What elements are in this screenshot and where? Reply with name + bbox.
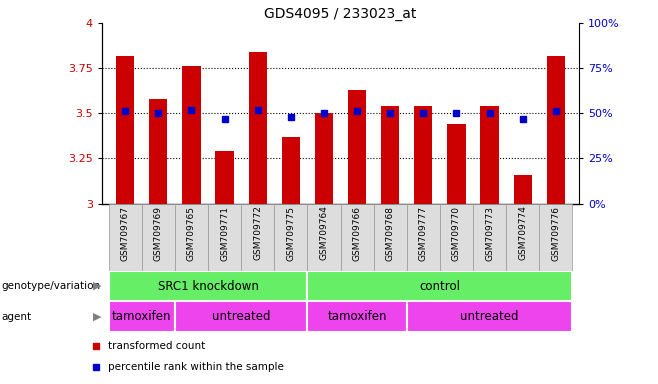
Bar (540, 204, 572, 271)
Text: SRC1 knockdown: SRC1 knockdown (157, 280, 259, 293)
Bar (116, 56, 134, 204)
Text: GSM709774: GSM709774 (519, 205, 527, 260)
Text: GSM709770: GSM709770 (452, 205, 461, 260)
Bar (282, 137, 300, 204)
Text: GSM709765: GSM709765 (187, 205, 196, 260)
Title: GDS4095 / 233023_at: GDS4095 / 233023_at (265, 7, 417, 21)
Text: untreated: untreated (461, 310, 519, 323)
Text: GSM709767: GSM709767 (120, 205, 130, 260)
Text: GSM709773: GSM709773 (485, 205, 494, 260)
Bar (407, 301, 572, 332)
Bar (307, 204, 341, 271)
Bar (109, 204, 141, 271)
Bar (440, 204, 473, 271)
Bar (182, 66, 201, 204)
Text: GSM709777: GSM709777 (419, 205, 428, 260)
Bar (109, 301, 175, 332)
Text: ▶: ▶ (93, 281, 101, 291)
Bar (241, 204, 274, 271)
Text: genotype/variation: genotype/variation (1, 281, 101, 291)
Bar (307, 271, 572, 301)
Bar (274, 204, 307, 271)
Bar (215, 151, 234, 204)
Text: GSM709766: GSM709766 (353, 205, 362, 260)
Bar (514, 175, 532, 204)
Text: percentile rank within the sample: percentile rank within the sample (109, 362, 284, 372)
Bar (407, 204, 440, 271)
Bar (149, 99, 167, 204)
Bar (175, 301, 307, 332)
Text: GSM709775: GSM709775 (286, 205, 295, 260)
Bar (447, 124, 466, 204)
Bar (341, 204, 374, 271)
Text: tamoxifen: tamoxifen (112, 310, 172, 323)
Bar (109, 271, 307, 301)
Bar (141, 204, 175, 271)
Text: GSM709776: GSM709776 (551, 205, 561, 260)
Bar (381, 106, 399, 204)
Bar (506, 204, 540, 271)
Text: ▶: ▶ (93, 312, 101, 322)
Bar (348, 90, 367, 204)
Text: untreated: untreated (212, 310, 270, 323)
Bar (473, 204, 506, 271)
Text: GSM709769: GSM709769 (154, 205, 163, 260)
Bar (208, 204, 241, 271)
Bar (415, 106, 432, 204)
Text: transformed count: transformed count (109, 341, 206, 351)
Bar (175, 204, 208, 271)
Bar (547, 56, 565, 204)
Bar (315, 113, 333, 204)
Bar (480, 106, 499, 204)
Text: control: control (419, 280, 461, 293)
Text: GSM709771: GSM709771 (220, 205, 229, 260)
Text: GSM709768: GSM709768 (386, 205, 395, 260)
Text: tamoxifen: tamoxifen (327, 310, 387, 323)
Bar (307, 301, 407, 332)
Bar (374, 204, 407, 271)
Bar (249, 52, 266, 204)
Text: agent: agent (1, 312, 32, 322)
Text: GSM709764: GSM709764 (319, 205, 328, 260)
Text: GSM709772: GSM709772 (253, 205, 262, 260)
